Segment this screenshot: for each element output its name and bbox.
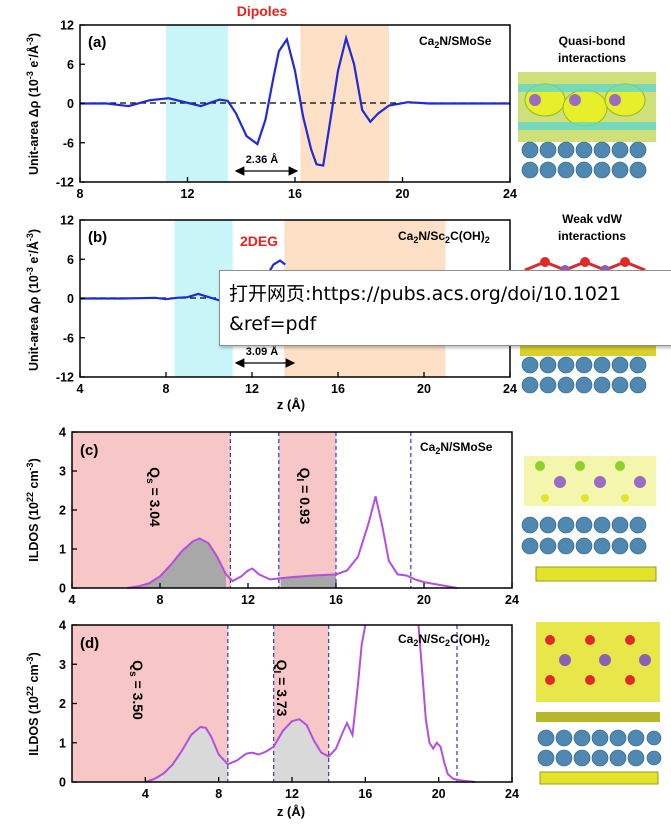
y-tick-label: 4 (59, 619, 66, 633)
panel-a: 8 12 16 20 24 -12 -6 0 6 12 (a) Ca2N/SMoSe Dipole… (25, 3, 656, 201)
panel-b-xlabel: z (Å) (277, 397, 305, 412)
x-tick-label: 12 (241, 593, 255, 607)
panel-b-structure-image (520, 257, 656, 394)
y-tick-label: 0 (59, 776, 66, 790)
y-tick-label: 3 (59, 465, 66, 479)
panel-c-letter: (c) (80, 442, 98, 459)
x-tick-label: 8 (163, 382, 170, 396)
panel-a-structure-image (518, 72, 656, 179)
panel-d-system-label: Ca2N/Sc2C(OH)2 (398, 632, 490, 648)
panel-a-ylabel: Unit-area Δρ (10-3 e-/Å-3) (25, 33, 41, 175)
x-tick-label: 8 (157, 593, 164, 607)
y-tick-label: 0 (59, 582, 66, 596)
x-tick-label: 20 (396, 187, 410, 201)
y-tick-label: 3 (59, 658, 66, 672)
panel-b-letter: (b) (88, 229, 107, 246)
panel-a-letter: (a) (88, 34, 106, 51)
panel-c-shaded-bands (72, 432, 336, 588)
x-tick-label: 12 (181, 187, 195, 201)
x-tick-label: 4 (142, 787, 149, 801)
y-tick-label: 4 (59, 426, 66, 440)
panel-d-qi-label: QI = 3.73 (271, 660, 290, 717)
x-tick-label: 24 (503, 382, 517, 396)
panel-c-dashed-lines (229, 432, 412, 588)
x-tick-label: 16 (331, 382, 345, 396)
x-tick-label: 24 (505, 787, 519, 801)
y-tick-label: 0 (67, 97, 74, 111)
panel-d-letter: (d) (80, 635, 99, 652)
x-tick-label: 4 (69, 593, 76, 607)
y-tick-label: 12 (60, 19, 74, 33)
x-tick-label: 16 (329, 593, 343, 607)
panel-a-side-caption-1: Quasi-bond (559, 34, 626, 48)
y-tick-label: -6 (63, 331, 74, 345)
y-tick-label: 2 (59, 504, 66, 518)
panel-c-qs-label: Qs = 3.04 (144, 467, 163, 527)
panel-d-ildos-curve-tail (417, 624, 476, 783)
x-tick-label: 4 (77, 382, 84, 396)
x-tick-label: 20 (417, 382, 431, 396)
x-tick-label: 8 (77, 187, 84, 201)
panel-d-grey-fill-interface (273, 719, 329, 782)
tooltip-url-line-2: &ref=pdf (229, 313, 317, 335)
panel-c-structure-image (521, 456, 657, 582)
y-tick-label: 0 (67, 292, 74, 306)
y-tick-label: 1 (59, 736, 66, 750)
y-tick-label: 12 (60, 214, 74, 228)
panel-c-grey-fill-surface (127, 538, 226, 588)
panel-d-dashed-lines (227, 625, 458, 782)
panel-d-structure-image (536, 622, 662, 785)
y-tick-label: 6 (67, 253, 74, 267)
y-tick-label: -6 (63, 136, 74, 150)
panel-d-qs-label: Qs = 3.50 (127, 660, 146, 720)
panel-b-system-label: Ca2N/Sc2C(OH)2 (398, 229, 490, 245)
panel-c-ildos-curve (126, 496, 458, 589)
y-tick-label: -12 (56, 371, 74, 385)
x-tick-label: 20 (432, 787, 446, 801)
panel-a-system-label: Ca2N/SMoSe (419, 34, 492, 50)
panel-a-ticks: 8 12 16 20 24 -12 -6 0 6 12 (56, 19, 517, 202)
x-tick-label: 20 (417, 593, 431, 607)
y-tick-label: 6 (67, 58, 74, 72)
y-tick-label: -12 (56, 176, 74, 190)
panel-b-ticks: 4 8 12 16 20 24 -12 -6 0 6 12 (56, 214, 517, 397)
panel-a-band-0 (166, 25, 228, 182)
panel-d-xlabel: z (Å) (277, 804, 305, 819)
x-tick-label: 12 (245, 382, 259, 396)
panel-b-side-caption-1: Weak vdW (562, 212, 622, 226)
link-tooltip: 打开网页:https://pubs.acs.org/doi/10.1021 &r… (219, 270, 671, 346)
panel-a-distance-label: 2.36 Å (246, 153, 278, 166)
tooltip-url-line-1: 打开网页:https://pubs.acs.org/doi/10.1021 (229, 283, 622, 305)
x-tick-label: 24 (503, 187, 517, 201)
panel-a-drho-curve (80, 33, 510, 167)
panel-a-side-caption-2: interactions (558, 51, 626, 65)
panel-c-qi-label: QI = 0.93 (294, 468, 313, 525)
x-tick-label: 16 (358, 787, 372, 801)
panel-d-ildos-curve (144, 624, 367, 783)
x-tick-label: 12 (285, 787, 299, 801)
panel-b-side-caption-2: interactions (558, 229, 626, 243)
panel-b-ylabel: Unit-area Δρ (10-3 e-/Å-3) (25, 229, 41, 371)
panel-b-distance-label: 3.09 Å (246, 345, 278, 358)
panel-b-2deg-label: 2DEG (240, 233, 278, 249)
panel-a-dipoles-label: Dipoles (237, 3, 288, 19)
x-tick-label: 8 (215, 787, 222, 801)
panel-c-system-label: Ca2N/SMoSe (420, 440, 493, 456)
panel-c-band-1 (278, 432, 336, 588)
y-tick-label: 2 (59, 697, 66, 711)
x-tick-label: 24 (505, 593, 519, 607)
panel-d-ylabel: ILDOS (1022 cm-3) (25, 652, 41, 756)
panel-c-ylabel: ILDOS (1022 cm-3) (25, 458, 41, 562)
x-tick-label: 16 (288, 187, 302, 201)
panel-d-grey-fill-surface (145, 727, 228, 782)
y-tick-label: 1 (59, 543, 66, 557)
